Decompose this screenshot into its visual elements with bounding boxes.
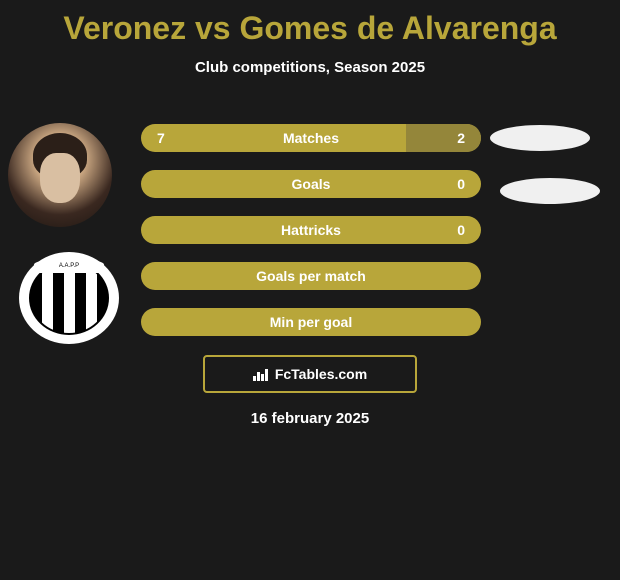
stat-value-right: 0 bbox=[457, 222, 465, 238]
club-badge: A.A.P.P bbox=[19, 252, 119, 344]
stat-bar-goals-per-match: Goals per match bbox=[141, 262, 481, 290]
page-title: Veronez vs Gomes de Alvarenga bbox=[0, 0, 620, 47]
stat-label: Min per goal bbox=[141, 314, 481, 330]
stat-label: Goals bbox=[141, 176, 481, 192]
club-badge-text: A.A.P.P bbox=[34, 259, 104, 273]
source-link-label: FcTables.com bbox=[275, 366, 367, 382]
opponent-avatar-placeholder-2 bbox=[500, 178, 600, 204]
opponent-avatar-placeholder-1 bbox=[490, 125, 590, 151]
stat-value-left: 7 bbox=[157, 130, 165, 146]
chart-icon bbox=[253, 367, 271, 381]
stat-label: Matches bbox=[141, 130, 481, 146]
stat-bar-hattricks: Hattricks0 bbox=[141, 216, 481, 244]
stat-value-right: 2 bbox=[457, 130, 465, 146]
page-subtitle: Club competitions, Season 2025 bbox=[0, 59, 620, 76]
source-link[interactable]: FcTables.com bbox=[203, 355, 417, 393]
stat-label: Hattricks bbox=[141, 222, 481, 238]
stat-value-right: 0 bbox=[457, 176, 465, 192]
stat-bar-goals: Goals0 bbox=[141, 170, 481, 198]
stat-bar-matches: Matches7 2 bbox=[141, 124, 481, 152]
player-avatar bbox=[8, 123, 112, 227]
stat-label: Goals per match bbox=[141, 268, 481, 284]
stat-bar-min-per-goal: Min per goal bbox=[141, 308, 481, 336]
date-label: 16 february 2025 bbox=[251, 410, 369, 427]
